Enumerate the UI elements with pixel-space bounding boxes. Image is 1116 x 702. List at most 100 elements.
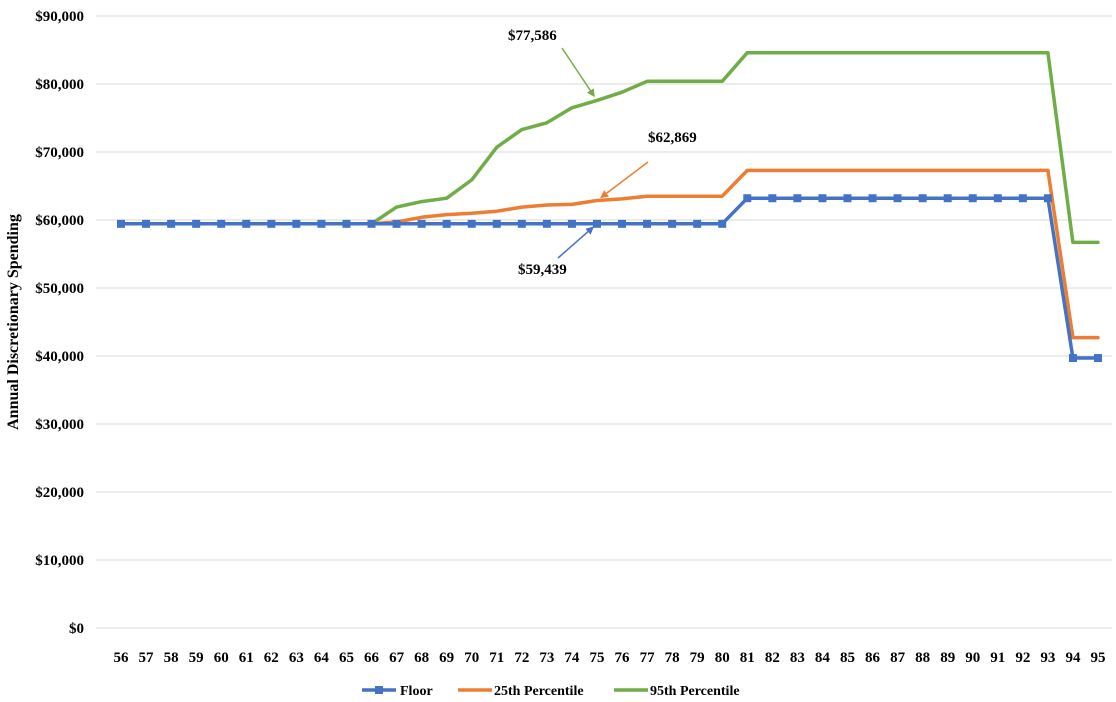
legend-marker: [375, 686, 383, 694]
x-tick-label: 87: [890, 650, 906, 666]
data-point-marker: [1018, 194, 1027, 203]
data-point-marker: [267, 219, 276, 228]
data-point-marker: [492, 219, 501, 228]
data-point-marker: [618, 219, 627, 228]
y-tick-label: $0: [69, 621, 84, 637]
data-point-marker: [542, 219, 551, 228]
x-tick-label: 91: [990, 650, 1005, 666]
data-point-marker: [567, 219, 576, 228]
data-point-marker: [818, 194, 827, 203]
annotation-label: $77,586: [508, 28, 557, 44]
data-point-marker: [693, 219, 702, 228]
series-line-95th-percentile: [119, 50, 1100, 245]
data-point-marker: [142, 219, 151, 228]
annotation-arrow: [557, 226, 594, 259]
data-point-marker: [943, 194, 952, 203]
y-tick-label: $50,000: [35, 281, 84, 297]
x-tick-label: 58: [164, 650, 179, 666]
x-tick-label: 67: [389, 650, 405, 666]
y-tick-label: $80,000: [35, 77, 84, 93]
x-tick-label: 94: [1065, 650, 1081, 666]
data-point-marker: [1043, 194, 1052, 203]
data-point-marker: [342, 219, 351, 228]
x-tick-label: 66: [364, 650, 380, 666]
data-point-marker: [192, 219, 201, 228]
data-point-marker: [242, 219, 251, 228]
x-tick-label: 62: [264, 650, 279, 666]
x-tick-label: 69: [439, 650, 454, 666]
legend-label: 25th Percentile: [494, 684, 584, 699]
data-point-marker: [668, 219, 677, 228]
legend-item: Floor: [362, 684, 433, 699]
data-point-marker: [1094, 354, 1102, 363]
annotation-label: $62,869: [648, 130, 697, 146]
legend-item: 25th Percentile: [458, 684, 584, 699]
data-point-marker: [317, 219, 326, 228]
x-tick-label: 92: [1015, 650, 1030, 666]
x-tick-label: 95: [1091, 650, 1106, 666]
x-tick-label: 84: [815, 650, 831, 666]
x-tick-label: 71: [489, 650, 504, 666]
legend-label: 95th Percentile: [650, 684, 740, 699]
data-point-marker: [517, 219, 526, 228]
data-point-marker: [217, 219, 226, 228]
data-point-marker: [442, 219, 451, 228]
data-point-marker: [467, 219, 476, 228]
data-point-marker: [843, 194, 852, 203]
x-tick-label: 75: [589, 650, 604, 666]
data-point-marker: [893, 194, 902, 203]
data-point-marker: [743, 194, 752, 203]
x-tick-label: 86: [865, 650, 881, 666]
x-tick-label: 68: [414, 650, 429, 666]
y-axis-ticks: $0 $10,000 $20,000 $30,000 $40,000 $50,000 $60…: [35, 9, 84, 637]
x-tick-label: 59: [189, 650, 204, 666]
x-axis-ticks: 56 57 58 59 60 61 62 63 64 65 66 67 68 69 70 71 72 73 74 75…: [114, 650, 1106, 666]
x-tick-label: 64: [314, 650, 330, 666]
data-point-marker: [117, 219, 125, 228]
x-tick-label: 61: [239, 650, 254, 666]
x-tick-label: 56: [114, 650, 130, 666]
x-tick-label: 79: [690, 650, 705, 666]
x-tick-label: 70: [464, 650, 479, 666]
legend: Floor 25th Percentile 95th Percentile: [362, 684, 740, 699]
x-tick-label: 73: [539, 650, 554, 666]
x-tick-label: 90: [965, 650, 980, 666]
data-point-marker: [718, 219, 727, 228]
y-tick-label: $70,000: [35, 145, 84, 161]
x-tick-label: 74: [564, 650, 580, 666]
data-point-marker: [918, 194, 927, 203]
data-point-marker: [768, 194, 777, 203]
x-tick-label: 89: [940, 650, 955, 666]
x-tick-label: 65: [339, 650, 354, 666]
x-tick-label: 83: [790, 650, 805, 666]
x-tick-label: 82: [765, 650, 780, 666]
data-point-marker: [367, 219, 376, 228]
y-tick-label: $30,000: [35, 417, 84, 433]
x-tick-label: 85: [840, 650, 855, 666]
series-lines: [117, 50, 1102, 363]
annotations: $77,586 $62,869 $59,439: [508, 28, 697, 278]
data-point-marker: [868, 194, 877, 203]
x-tick-label: 72: [514, 650, 529, 666]
x-tick-label: 93: [1040, 650, 1055, 666]
data-point-marker: [392, 219, 401, 228]
series-line-floor: [119, 196, 1100, 360]
y-tick-label: $90,000: [35, 9, 84, 25]
x-tick-label: 77: [640, 650, 656, 666]
y-tick-label: $40,000: [35, 349, 84, 365]
annotation-label: $59,439: [518, 262, 567, 278]
y-tick-label: $10,000: [35, 553, 84, 569]
annotation-arrow: [600, 161, 649, 199]
data-point-marker: [417, 219, 426, 228]
x-tick-label: 63: [289, 650, 304, 666]
data-point-marker: [968, 194, 977, 203]
gridlines: [96, 15, 1112, 629]
x-tick-label: 76: [615, 650, 631, 666]
x-tick-label: 81: [740, 650, 755, 666]
data-point-marker: [993, 194, 1002, 203]
annotation-arrow: [561, 47, 595, 98]
data-point-marker: [592, 219, 601, 228]
x-tick-label: 88: [915, 650, 930, 666]
